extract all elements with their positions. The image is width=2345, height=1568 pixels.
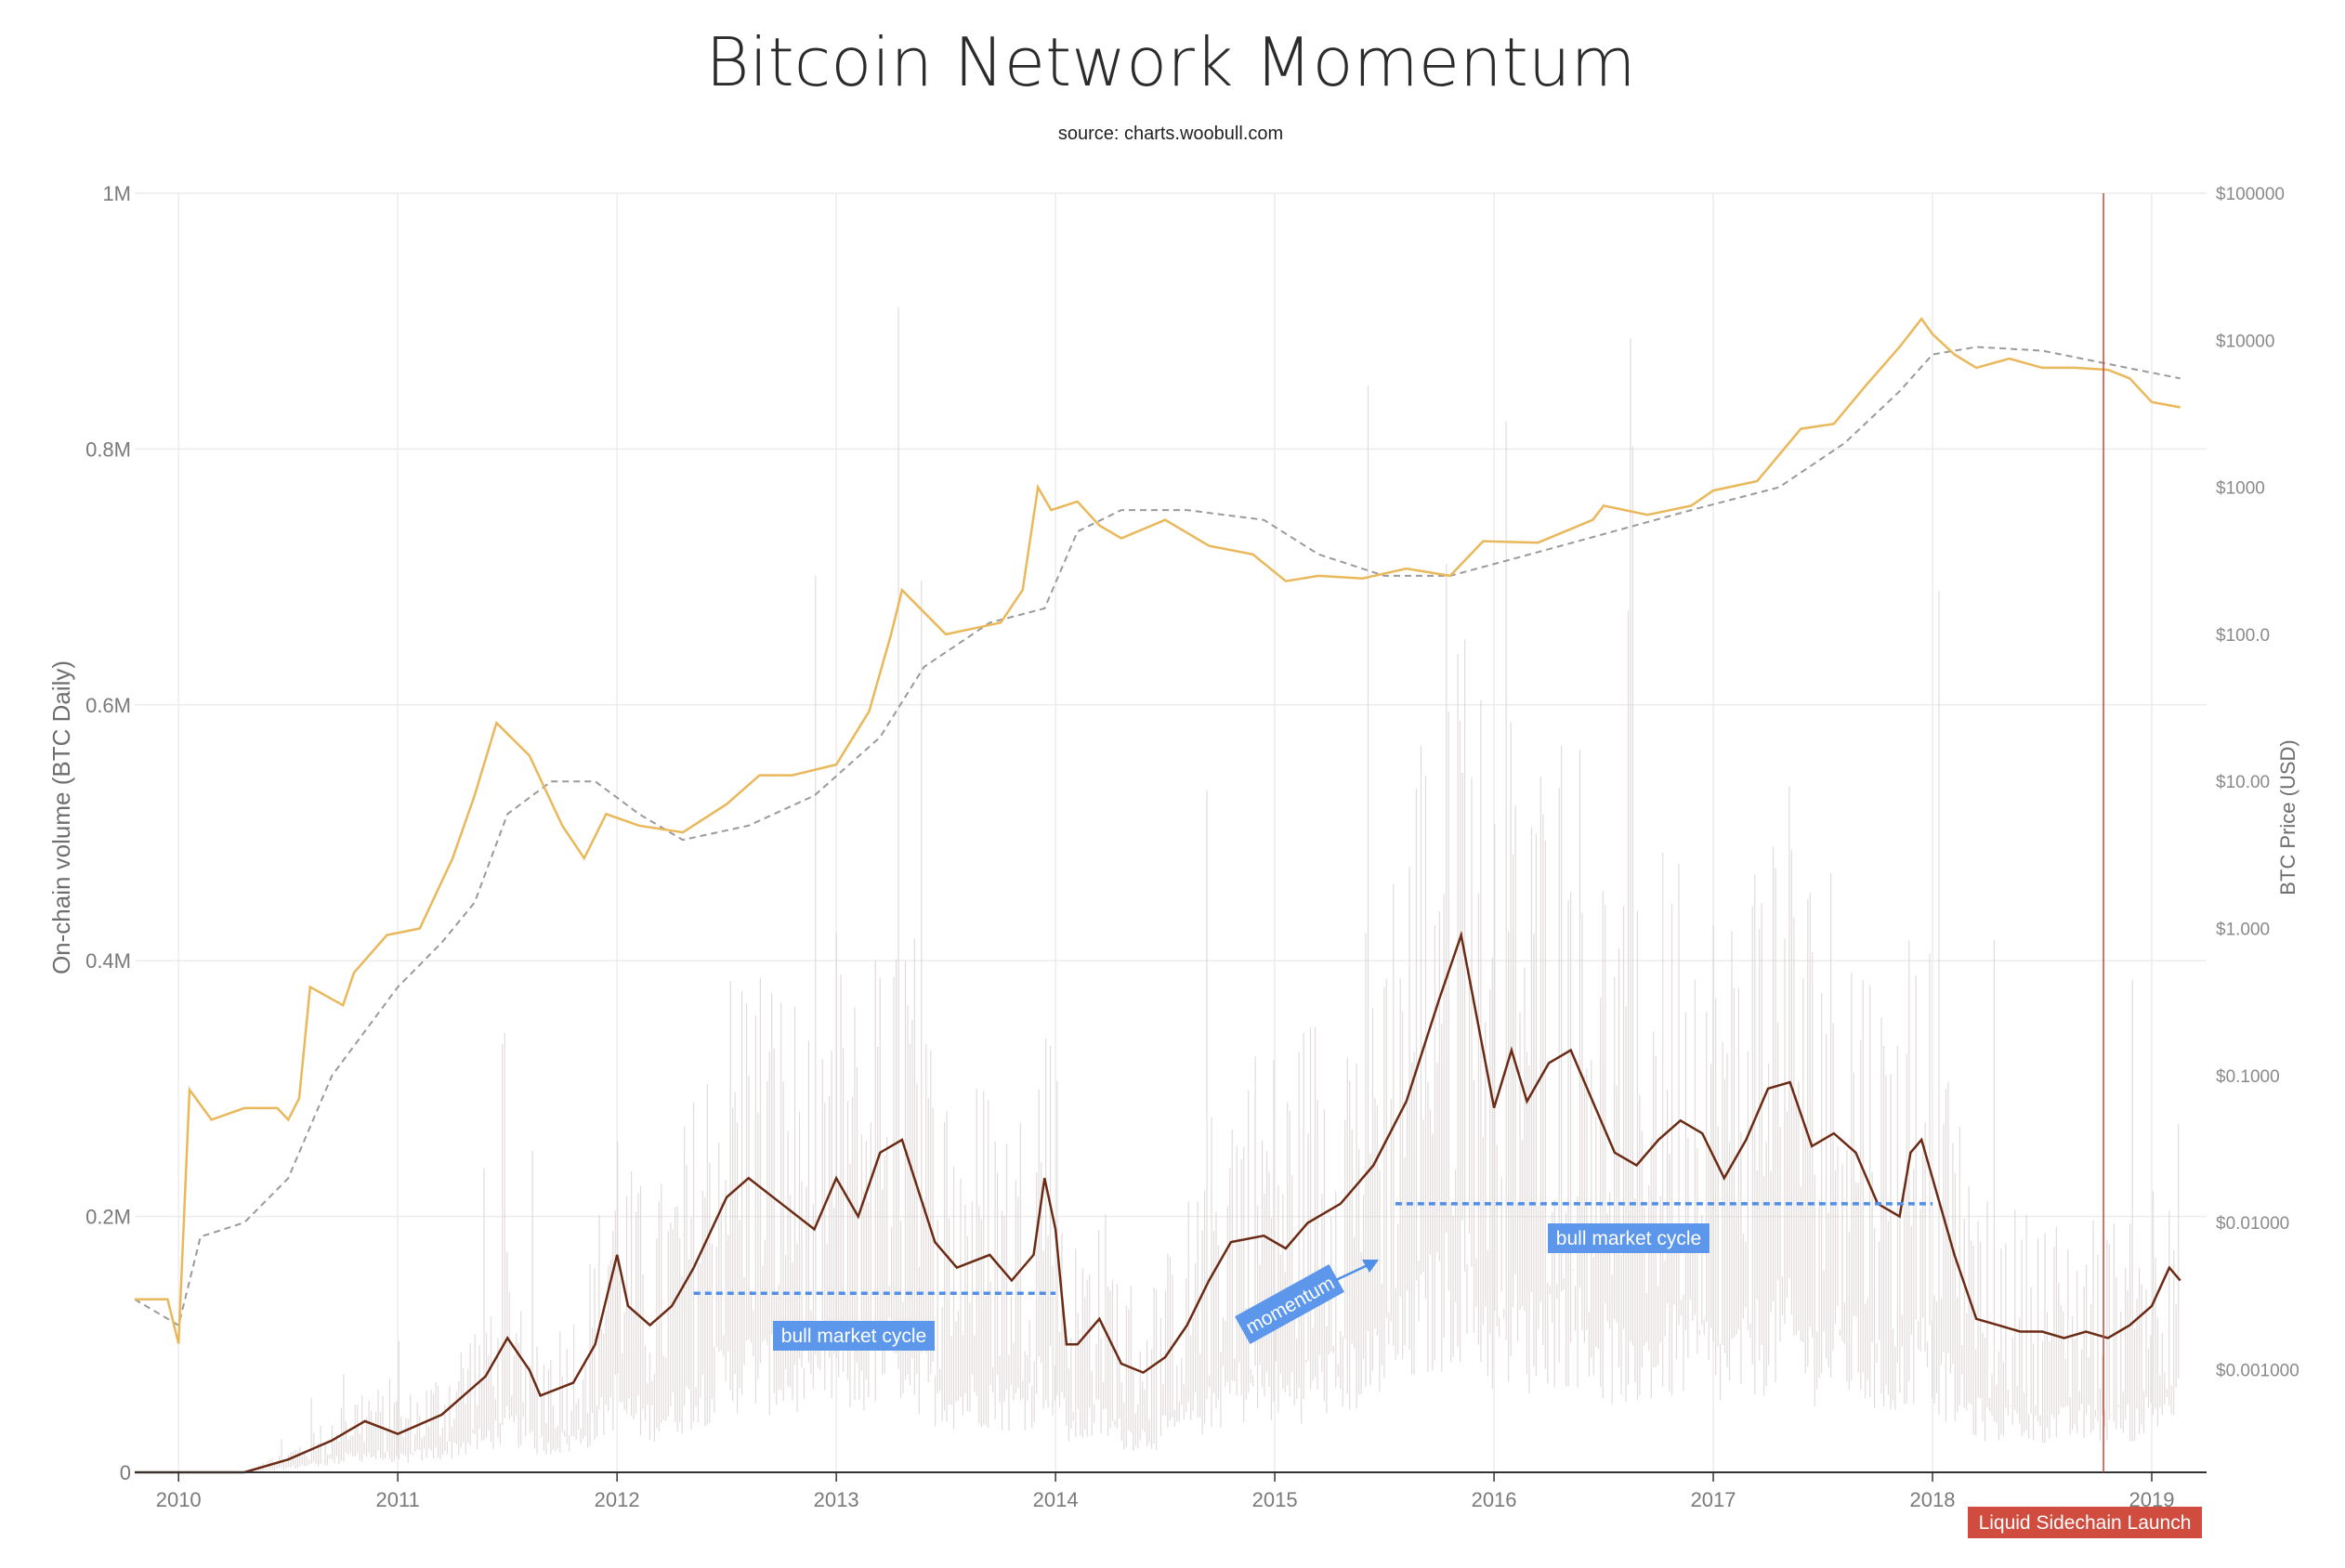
right-axis-title: BTC Price (USD) [2276, 739, 2299, 895]
y2-tick-label: $1.000 [2216, 920, 2270, 939]
y2-tick-label: $0.1000 [2216, 1067, 2280, 1087]
gridlines [135, 192, 2207, 1472]
chart-subtitle: source: charts.woobull.com [1058, 124, 1283, 144]
x-tick-label: 2017 [1691, 1488, 1736, 1511]
momentum-arrow-head [1362, 1260, 1379, 1273]
y2-tick-label: $10.00 [2216, 773, 2270, 792]
network-momentum-line [135, 930, 2181, 1474]
y-tick-label: 0.8M [85, 438, 131, 461]
y2-tick-label: $100000 [2216, 185, 2285, 204]
x-tick-label: 2014 [1033, 1488, 1079, 1511]
momentum-label-box [1235, 1264, 1344, 1344]
liquid-sidechain-launch-label: Liquid Sidechain Launch [1979, 1512, 2192, 1534]
y2-tick-label: $10000 [2216, 332, 2274, 351]
chart-title: Bitcoin Network Momentum [705, 23, 1635, 101]
y-tick-label: 0.4M [85, 949, 131, 973]
y-tick-label: 0.6M [85, 694, 131, 717]
left-axis-title: On-chain volume (BTC Daily) [47, 660, 75, 974]
x-tick-label: 2015 [1252, 1488, 1298, 1511]
bull-market-cycle-2-label: bull market cycle [1556, 1228, 1701, 1249]
momentum-arrow-line [1335, 1263, 1369, 1282]
right-axis-ticks: $0.001000 $0.01000 $0.1000 $1.000 $10.00 $100… [2216, 185, 2299, 1380]
btc-price-line [135, 317, 2181, 1344]
x-tick-label: 2018 [1910, 1488, 1956, 1511]
x-axis-ticks: 2010 2011 2012 2013 2014 2015 2016 2017 2018 2019 [156, 1472, 2174, 1511]
y-tick-label: 0.2M [85, 1206, 131, 1229]
x-tick-label: 2013 [814, 1488, 859, 1511]
x-tick-label: 2012 [595, 1488, 640, 1511]
y-tick-label: 0 [120, 1461, 131, 1484]
y2-tick-label: $1000 [2216, 479, 2265, 499]
bull-market-cycle-1-label-box [773, 1321, 935, 1351]
x-tick-label: 2010 [156, 1488, 202, 1511]
y2-tick-label: $100.0 [2216, 626, 2270, 646]
price-moving-average-line [134, 346, 2181, 1327]
left-axis-ticks: 0 0.2M 0.4M 0.6M 0.8M 1M [85, 182, 131, 1484]
y2-tick-label: $0.001000 [2216, 1361, 2299, 1380]
bull-market-cycle-1-label: bull market cycle [781, 1326, 926, 1347]
bull-market-cycle-2-label-box [1548, 1223, 1710, 1253]
x-tick-label: 2011 [376, 1488, 420, 1511]
x-tick-label: 2016 [1472, 1488, 1517, 1511]
y-tick-label: 1M [102, 182, 131, 205]
y2-tick-label: $0.01000 [2216, 1214, 2289, 1234]
liquid-sidechain-launch-label-box [1968, 1507, 2202, 1538]
